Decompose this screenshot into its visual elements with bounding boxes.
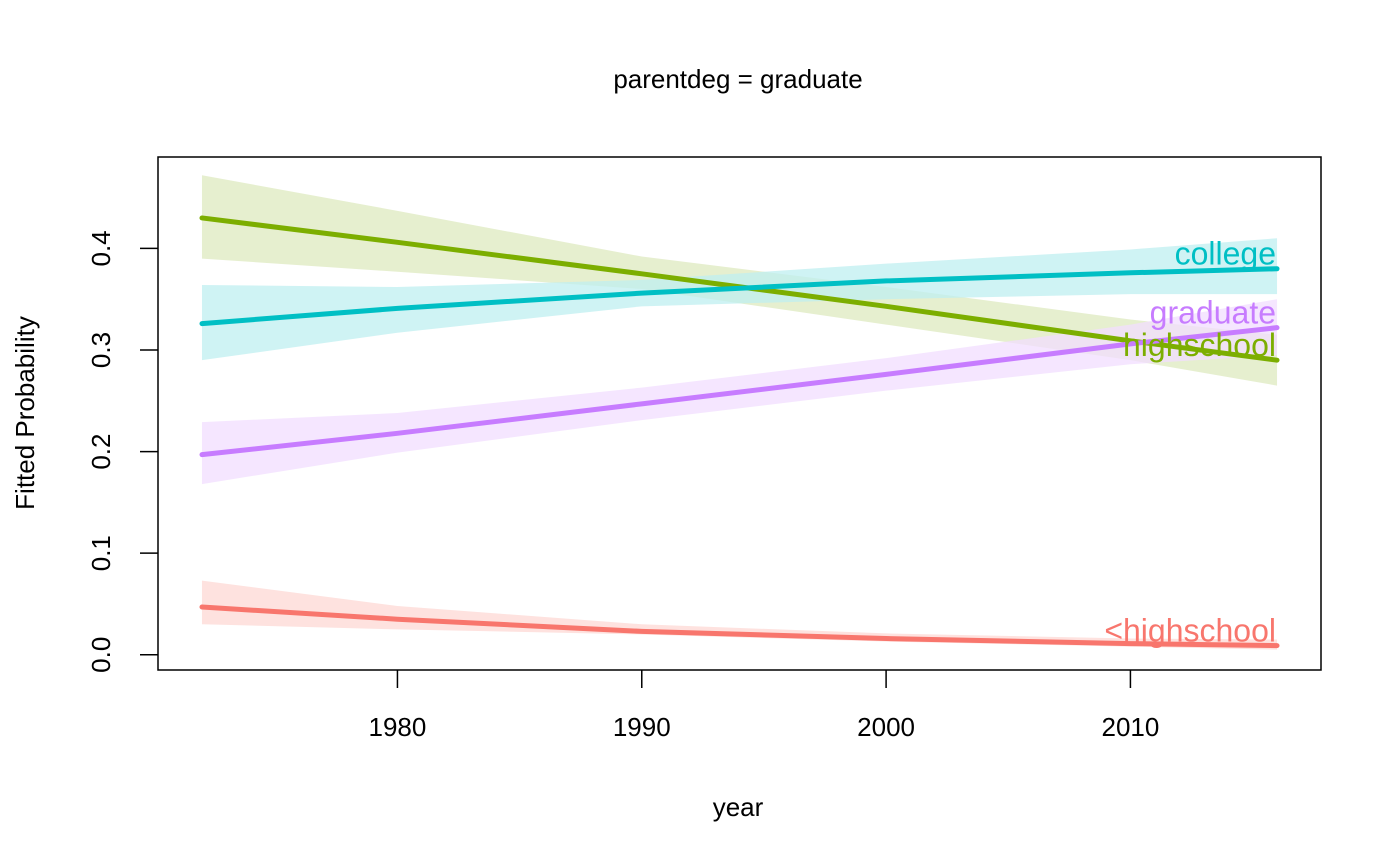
y-tick-label-0: 0.0 — [86, 637, 116, 673]
series-label-highschool: highschool — [1123, 327, 1276, 363]
x-tick-label-1990: 1990 — [613, 712, 671, 742]
x-axis-label: year — [713, 792, 764, 822]
plot-frame — [157, 156, 1322, 671]
band-college — [201, 238, 1278, 361]
series-end-labels: <highschool highschool college graduate — [1104, 236, 1276, 649]
y-axis-label: Fitted Probability — [10, 316, 40, 510]
line-highschool — [199, 604, 1280, 649]
y-axis: 0.0 0.1 0.2 0.3 0.4 — [86, 230, 158, 673]
x-axis: 1980 1990 2000 2010 — [369, 670, 1160, 742]
series-lines — [199, 215, 1280, 649]
chart-title: parentdeg = graduate — [613, 64, 862, 94]
x-tick-label-1980: 1980 — [369, 712, 427, 742]
y-tick-label-0-3: 0.3 — [86, 332, 116, 368]
line-graduate — [199, 325, 1280, 458]
series-label-highschool: <highschool — [1104, 613, 1276, 649]
y-tick-label-0-4: 0.4 — [86, 230, 116, 266]
y-tick-label-0-2: 0.2 — [86, 434, 116, 470]
series-label-college: college — [1175, 236, 1276, 272]
line-highschool — [199, 215, 1280, 363]
x-tick-label-2000: 2000 — [857, 712, 915, 742]
line-college — [199, 266, 1280, 327]
x-tick-label-2010: 2010 — [1102, 712, 1160, 742]
y-tick-label-0-1: 0.1 — [86, 535, 116, 571]
series-label-graduate: graduate — [1150, 295, 1276, 331]
confidence-bands — [201, 175, 1278, 650]
